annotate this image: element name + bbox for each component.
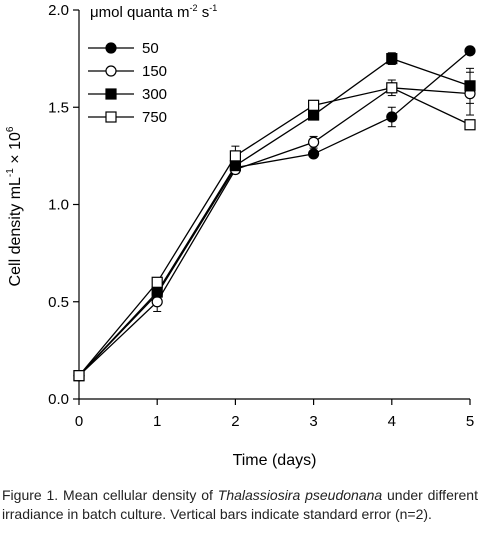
x-axis-label: Time (days)	[233, 452, 317, 469]
y-tick-label: 1.0	[48, 197, 69, 214]
legend-marker	[105, 88, 117, 100]
series-markers	[73, 45, 476, 382]
legend-title-sup: -1	[209, 3, 217, 13]
legend-title: μmol quanta m-2 s-1	[90, 3, 217, 21]
data-point-300	[464, 80, 476, 92]
legend: μmol quanta m-2 s-1 50 150 300 750	[88, 3, 217, 126]
data-point-750	[464, 119, 476, 131]
legend-title-mid: s	[198, 4, 210, 21]
y-tick-label: 1.5	[48, 99, 69, 116]
caption-prefix: Figure 1. Mean cellular density of	[2, 487, 218, 503]
legend-entry-50: 50	[88, 40, 159, 57]
series-line-750	[78, 87, 471, 377]
data-point-750	[73, 370, 85, 382]
series-line-50	[78, 50, 471, 377]
data-point-50	[308, 148, 320, 160]
legend-label: 300	[142, 86, 167, 103]
y-axis-label-main: Cell density mL	[7, 177, 24, 286]
y-tick-label: 0.0	[48, 391, 69, 408]
y-axis-label-sup: -1	[5, 168, 16, 177]
legend-entry-300: 300	[88, 86, 167, 103]
x-tick-label: 5	[466, 413, 474, 430]
series-line-300	[78, 57, 471, 377]
data-point-150	[308, 136, 320, 148]
legend-entry-150: 150	[88, 63, 167, 80]
data-point-300	[386, 53, 398, 65]
legend-label: 750	[142, 109, 167, 126]
figure-caption: Figure 1. Mean cellular density of Thala…	[2, 486, 478, 524]
y-axis-label: Cell density mL-1 × 106	[5, 126, 24, 286]
y-tick-label: 2.0	[48, 2, 69, 19]
series-lines	[78, 50, 471, 377]
data-point-150	[151, 296, 163, 308]
x-tick-label: 3	[309, 413, 317, 430]
y-axis-label-sup: 6	[5, 126, 16, 132]
caption-species: Thalassiosira pseudonana	[217, 487, 383, 503]
legend-title-sup: -2	[190, 3, 198, 13]
cell-density-chart: 0.0 0.5 1.0 1.5 2.0 0 1 2 3 4 5 Time (days) Cell den…	[5, 2, 476, 469]
y-axis-label-times: × 10	[7, 132, 24, 168]
data-point-300	[229, 160, 241, 172]
legend-label: 150	[142, 63, 167, 80]
axes: 0.0 0.5 1.0 1.5 2.0 0 1 2 3 4 5 Time (days) Cell den…	[5, 2, 474, 469]
data-point-750	[229, 150, 241, 162]
data-point-300	[308, 109, 320, 121]
x-tick-label: 0	[75, 413, 83, 430]
x-tick-label: 1	[153, 413, 161, 430]
data-point-750	[308, 99, 320, 111]
legend-title-main: μmol quanta m	[90, 4, 190, 21]
y-tick-label: 0.5	[48, 294, 69, 311]
legend-marker	[105, 42, 117, 54]
data-point-750	[151, 276, 163, 288]
caption-suffix: under different irradiance in batch cult…	[2, 487, 478, 522]
data-point-750	[386, 82, 398, 94]
data-point-50	[386, 111, 398, 123]
x-tick-label: 4	[388, 413, 396, 430]
legend-entry-750: 750	[88, 109, 167, 126]
series-line-150	[78, 87, 471, 377]
legend-label: 50	[142, 40, 159, 57]
x-tick-label: 2	[231, 413, 239, 430]
legend-marker	[105, 65, 117, 77]
data-point-50	[464, 45, 476, 57]
legend-marker	[105, 111, 117, 123]
data-point-300	[151, 286, 163, 298]
